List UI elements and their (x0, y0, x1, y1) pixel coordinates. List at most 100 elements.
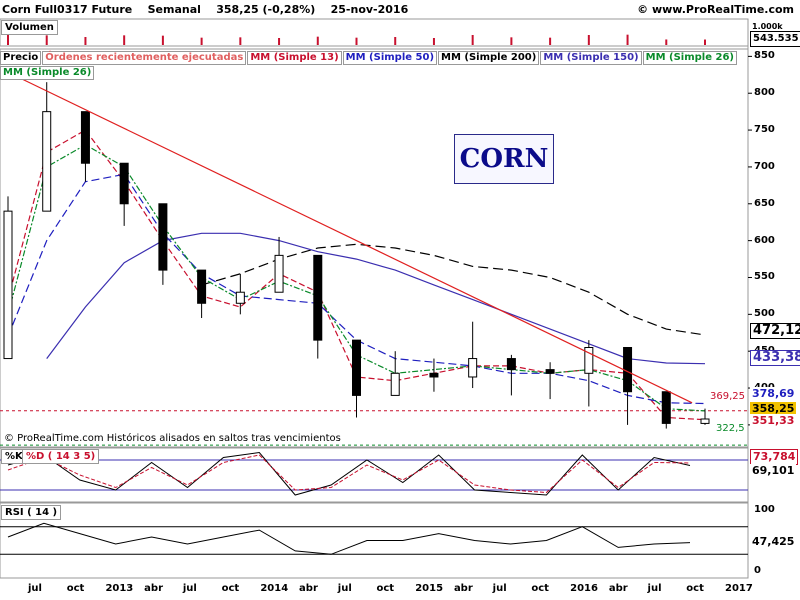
candle-body (197, 269, 207, 304)
legend-mm50[interactable]: MM (Simple 50) (342, 51, 438, 65)
volume-bars (7, 26, 706, 45)
legend-precio[interactable]: Precio (0, 51, 42, 65)
volume-bar (123, 35, 126, 45)
candle-body (506, 358, 516, 371)
volume-bar (665, 39, 668, 45)
time-tick-12: jul (492, 583, 507, 594)
candlesticks (3, 82, 710, 429)
time-tick-5: oct (221, 583, 240, 594)
time-tick-17: oct (686, 583, 704, 594)
legend-ordenes[interactable]: Órdenes recientemente ejecutadas (42, 51, 247, 65)
time-tick-10: 2015 (415, 583, 444, 594)
ma-line-2 (201, 243, 706, 336)
rsi-last: 47,425 (750, 535, 797, 549)
legend-mm13[interactable]: MM (Simple 13) (247, 51, 342, 65)
candle-body (352, 339, 361, 396)
trendline (20, 77, 693, 404)
timeframe: Semanal (147, 3, 201, 16)
volume-bar (626, 34, 629, 45)
ma-line-3 (46, 232, 706, 365)
candle-body (42, 111, 52, 212)
chart-header: Corn Full0317 Future Semanal 358,25 (-0,… (2, 3, 408, 16)
volume-bar (278, 38, 281, 45)
chart-date: 25-nov-2016 (330, 3, 409, 16)
volume-bar (549, 37, 552, 45)
level-label-upper: 369,25 (710, 391, 745, 402)
candle-body (80, 111, 90, 164)
legend-mm26-b[interactable]: MM (Simple 26) (0, 66, 95, 80)
candle-body (274, 254, 284, 293)
volume-bar (45, 35, 48, 45)
volume-bar (161, 35, 164, 45)
volume-bar (471, 35, 474, 45)
level-label-lower: 322,5 (716, 423, 745, 434)
volume-axis-top: 1.000k (752, 22, 783, 31)
candle-body (700, 418, 710, 424)
support-levels (0, 410, 748, 446)
price-tick-800: 800 (754, 87, 775, 99)
time-tick-2: 2013 (105, 583, 134, 594)
volume-bar (316, 36, 319, 45)
time-tick-9: oct (376, 583, 395, 594)
legend-mm26[interactable]: MM (Simple 26) (642, 51, 737, 65)
candle-body (661, 391, 671, 424)
candle-body (313, 254, 323, 341)
price-tick-500: 500 (754, 308, 775, 320)
time-tick-15: abr (608, 583, 628, 594)
volume-bar (704, 39, 706, 45)
volume-bar (510, 37, 513, 45)
indicator-legend-row2: MM (Simple 26) (0, 66, 95, 80)
volume-bar (432, 38, 435, 45)
time-tick-0: jul (28, 583, 42, 594)
price-gridlines (748, 55, 752, 426)
volume-bar (7, 26, 9, 45)
stochastic-lines (0, 451, 748, 496)
volume-bar (239, 37, 242, 45)
volume-last-value: 543.535 (750, 31, 800, 47)
volume-tag[interactable]: Volumen (1, 20, 58, 35)
rsi-line (0, 522, 748, 555)
volume-bar (200, 37, 203, 45)
legend-mm200[interactable]: MM (Simple 200) (438, 51, 540, 65)
stoch-series-1 (7, 454, 691, 494)
candle-body (235, 291, 245, 304)
instrument-name: Corn Full0317 Future (2, 3, 133, 16)
time-tick-18: 2017 (725, 583, 753, 594)
candle-body (119, 162, 129, 205)
time-tick-11: abr (453, 583, 473, 594)
candle-body (584, 347, 594, 374)
time-tick-8: jul (337, 583, 352, 594)
volume-bar (84, 37, 87, 45)
time-tick-1: oct (66, 583, 85, 594)
rsi-tag[interactable]: RSI ( 14 ) (1, 505, 62, 520)
last-value-mm13: 351,33 (750, 414, 797, 428)
time-tick-4: jul (182, 583, 197, 594)
time-tick-6: 2014 (260, 583, 289, 594)
rsi-tick-100: 100 (754, 504, 775, 515)
rsi-series (7, 522, 691, 555)
price-tick-750: 750 (754, 124, 775, 136)
indicator-legend: Precio Órdenes recientemente ejecutadas … (0, 51, 738, 65)
last-value-mm200: 472,12 (750, 323, 800, 339)
last-price: 358,25 (-0,28%) (216, 3, 316, 16)
time-tick-3: abr (144, 583, 163, 594)
footnote: © ProRealTime.com Históricos alisados en… (4, 433, 341, 444)
volume-bar (355, 37, 358, 45)
volume-bar (394, 37, 397, 45)
price-tick-700: 700 (754, 160, 775, 172)
stoch-series-0 (7, 451, 691, 496)
legend-mm150[interactable]: MM (Simple 150) (540, 51, 642, 65)
time-tick-14: 2016 (570, 583, 598, 594)
time-tick-16: jul (647, 583, 662, 594)
time-tick-7: abr (299, 583, 318, 594)
corn-annotation: CORN (454, 134, 554, 184)
price-tick-650: 650 (754, 197, 775, 209)
volume-bar (587, 35, 590, 45)
candle-body (158, 203, 168, 271)
candle-body (545, 369, 555, 374)
stoch-d-tag[interactable]: %D ( 14 3 5) (22, 449, 100, 464)
price-tick-850: 850 (754, 50, 775, 62)
last-value-price: 358,25 (750, 402, 797, 416)
last-value-mm50: 378,69 (750, 387, 797, 401)
